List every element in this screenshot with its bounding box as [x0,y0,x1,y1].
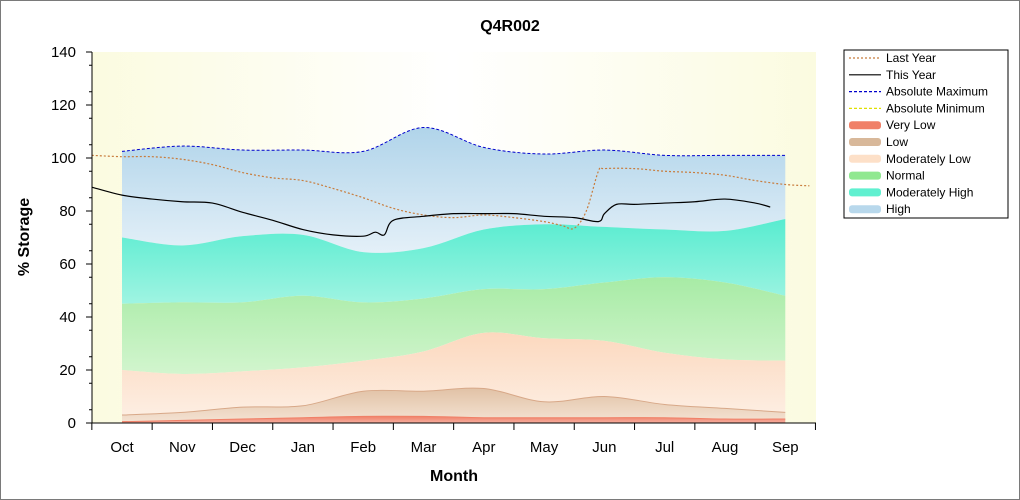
band-boundary-1 [121,387,786,416]
x-tick-label: May [530,439,559,456]
y-tick-label: 0 [68,415,76,432]
band-high [122,127,786,253]
axes-layer: 0 20 40 60 80 100 120 140 Oct Nov Dec Jan Feb Mar Apr M… [51,44,816,456]
legend-label-normal: Normal [886,169,925,183]
series-this-year [91,186,771,237]
band-normal [122,277,786,374]
x-tick-label: Sep [772,439,799,456]
x-tick-label: Jun [592,439,616,456]
y-tick-label: 120 [51,97,76,114]
lines-layer [91,127,810,237]
band-low [122,388,786,422]
x-tick-label: Mar [411,439,437,456]
legend-label-moderately-high: Moderately High [886,185,973,199]
y-axis-title: % Storage [16,198,33,276]
band-moderately-high [122,218,786,304]
bands-layer [121,127,786,423]
legend-swatch-high [849,205,881,214]
y-tick-label: 80 [59,203,76,220]
band-boundary-0 [121,415,786,423]
legend-label-this-year: This Year [886,68,936,82]
x-tick-label: Apr [472,439,495,456]
legend-swatch-very-low [849,121,881,130]
legend-swatch-low [849,138,881,146]
y-tick-label: 40 [59,309,76,326]
y-tick-label: 60 [59,256,76,273]
x-tick-label: Nov [169,439,196,456]
legend-swatch-normal [849,171,881,180]
legend: Last Year This Year Absolute Maximum Absolu… [843,49,1009,219]
legend-swatch-moderately-high [849,188,881,197]
x-axis-title: Month [430,468,478,485]
y-tick-label: 140 [51,44,76,61]
legend-label-last-year: Last Year [886,51,936,65]
legend-label-moderately-low: Moderately Low [886,152,971,166]
legend-label-low: Low [886,135,908,149]
y-tick-label: 20 [59,362,76,379]
legend-label-absolute-minimum: Absolute Minimum [886,101,985,115]
legend-label-absolute-maximum: Absolute Maximum [886,85,988,99]
x-tick-label: Dec [229,439,256,456]
legend-label-very-low: Very Low [886,118,936,132]
x-tick-label: Oct [110,439,134,456]
x-tick-label: Aug [712,439,739,456]
band-moderately-low [122,332,786,416]
legend-label-high: High [886,202,911,216]
y-tick-label: 100 [51,150,76,167]
x-tick-label: Jan [291,439,315,456]
absolute-maximum-line [121,127,786,157]
x-tick-label: Jul [655,439,674,456]
chart-title: Q4R002 [480,18,540,35]
legend-swatch-moderately-low [849,154,881,163]
x-tick-label: Feb [350,439,376,456]
series-last-year [91,154,810,230]
